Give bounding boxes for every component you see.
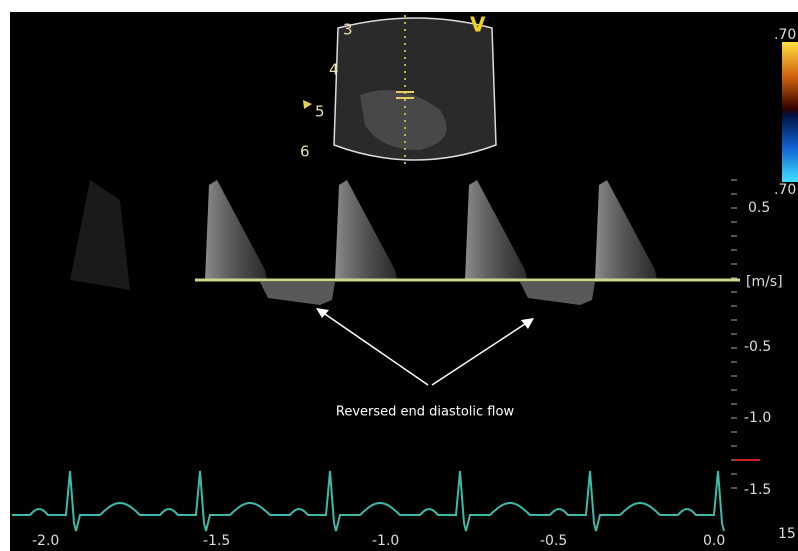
depth-label: 3 — [343, 21, 353, 39]
color-scale-bar — [782, 42, 798, 182]
velocity-label: -0.5 — [744, 339, 771, 355]
time-label: -2.0 — [32, 533, 59, 549]
time-label: 0.0 — [703, 533, 725, 549]
depth-label: 5 — [315, 103, 325, 121]
annotation: Reversed end diastolic flow — [336, 405, 515, 420]
color-scale-top: .70 — [774, 27, 796, 43]
depth-label: 6 — [300, 143, 310, 161]
depth-label: 4 — [329, 61, 339, 79]
time-label: -0.5 — [540, 533, 567, 549]
ultrasound-screen: 3 4 5 6 V .70 .70 0.5 [m/s] -0.5 -1.0 -1… — [0, 0, 798, 551]
frame-rate: 15 — [778, 526, 796, 542]
velocity-unit: [m/s] — [746, 274, 783, 290]
color-scale-bottom: .70 — [774, 182, 796, 198]
time-label: -1.0 — [372, 533, 399, 549]
page: {"sector": {"depth_labels": ["3", "4", "… — [0, 0, 798, 551]
velocity-label: -1.5 — [744, 482, 771, 498]
time-label: -1.5 — [203, 533, 230, 549]
velocity-label: 0.5 — [748, 200, 770, 216]
velocity-label: -1.0 — [744, 410, 771, 426]
mode-label: V — [470, 13, 486, 37]
